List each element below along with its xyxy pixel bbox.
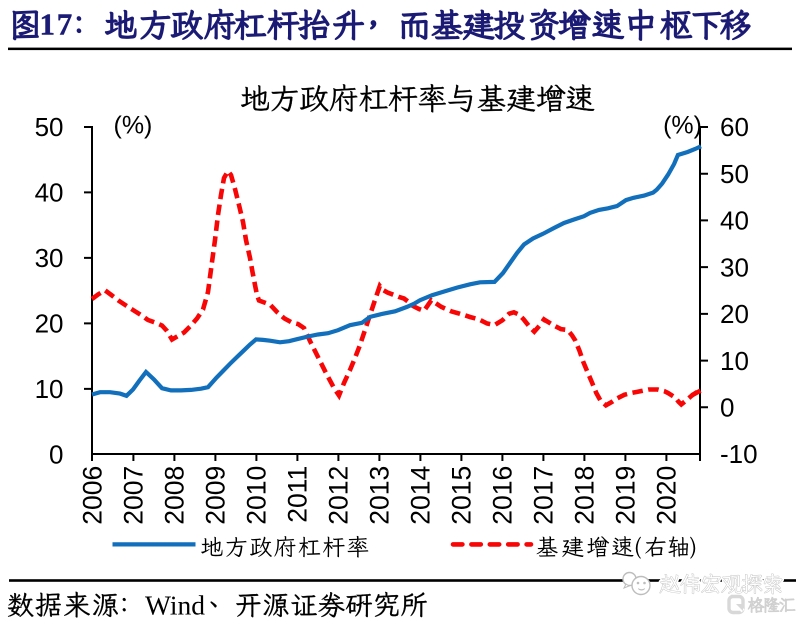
svg-text:0: 0	[49, 440, 63, 470]
svg-text:2012: 2012	[324, 466, 354, 525]
svg-text:10: 10	[35, 374, 64, 404]
svg-text:2009: 2009	[201, 466, 231, 525]
svg-text:50: 50	[720, 159, 749, 189]
svg-text:地方政府杠杆率与基建增速: 地方政府杠杆率与基建增速	[240, 78, 595, 118]
svg-text:20: 20	[35, 309, 64, 339]
svg-text:17: 17	[40, 7, 75, 42]
svg-text:10: 10	[720, 346, 749, 376]
svg-text:(%): (%)	[663, 111, 702, 139]
svg-text:地方政府杠杆率: 地方政府杠杆率	[200, 531, 369, 562]
svg-text:Wind: Wind	[145, 590, 205, 620]
svg-text:赵伟宏观探索: 赵伟宏观探索	[660, 571, 784, 599]
svg-text:2020: 2020	[652, 466, 682, 525]
svg-text:2006: 2006	[78, 466, 108, 525]
svg-text:赵伟宏观探索: 赵伟宏观探索	[660, 571, 784, 599]
svg-text:20: 20	[720, 299, 749, 329]
svg-text:0: 0	[720, 393, 734, 423]
svg-text:2011: 2011	[283, 466, 313, 523]
svg-text:50: 50	[35, 112, 64, 142]
svg-text:数据来源：: 数据来源：	[7, 587, 139, 620]
svg-text:60: 60	[720, 112, 749, 142]
svg-text:2014: 2014	[406, 466, 436, 525]
svg-text:2013: 2013	[365, 466, 395, 525]
svg-text:40: 40	[720, 206, 749, 236]
svg-text:(%): (%)	[114, 111, 153, 139]
svg-text:2017: 2017	[529, 466, 559, 525]
svg-text:图地方政府杠杆抬升，而基建投资增速中枢下移: 图地方政府杠杆抬升，而基建投资增速中枢下移	[9, 3, 753, 46]
svg-text:2015: 2015	[447, 466, 477, 525]
svg-text:2018: 2018	[570, 466, 600, 525]
svg-text:2010: 2010	[242, 466, 272, 525]
svg-text:2008: 2008	[160, 466, 190, 525]
svg-text:30: 30	[720, 252, 749, 282]
svg-text:2007: 2007	[119, 466, 149, 525]
svg-text:30: 30	[35, 243, 64, 273]
svg-text:格隆汇: 格隆汇	[748, 593, 796, 616]
svg-text:、开源证券研究所: 、开源证券研究所	[200, 587, 428, 620]
svg-text:40: 40	[35, 178, 64, 208]
svg-text:基建增速(右轴): 基建增速(右轴)	[536, 531, 698, 562]
svg-text:：: ：	[63, 3, 96, 46]
svg-text:-10: -10	[720, 439, 758, 469]
svg-text:2016: 2016	[488, 466, 518, 525]
svg-text:2019: 2019	[611, 466, 641, 525]
